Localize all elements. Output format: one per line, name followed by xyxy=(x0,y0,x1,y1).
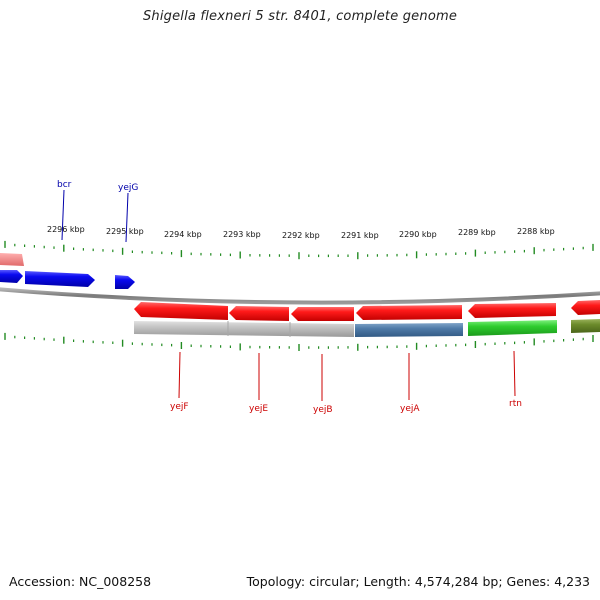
scale-label-2292: 2292 kbp xyxy=(282,231,320,240)
gene-arrow-yejE[interactable] xyxy=(229,306,289,321)
gene-label-yejF[interactable]: yejF xyxy=(170,402,189,412)
scale-label-2290: 2290 kbp xyxy=(399,230,437,239)
gene-label-bcr[interactable]: bcr xyxy=(57,180,72,190)
gene-label-rtn[interactable]: rtn xyxy=(509,399,522,409)
scale-label-2289: 2289 kbp xyxy=(458,228,496,237)
category-band-green xyxy=(468,320,557,336)
gene-arrow-blue-left[interactable] xyxy=(0,270,23,283)
scale-label-2296: 2296 kbp xyxy=(47,225,85,234)
leader-line-rtn xyxy=(513,350,516,397)
leader-line-bcr xyxy=(61,189,65,241)
scale-label-2291: 2291 kbp xyxy=(341,231,379,240)
gene-label-yejG[interactable]: yejG xyxy=(118,183,138,193)
category-band-olive xyxy=(571,319,600,333)
gene-arrow-yejF[interactable] xyxy=(134,302,228,320)
genome-summary: Topology: circular; Length: 4,574,284 bp… xyxy=(246,574,590,589)
gene-arrow-yejG[interactable] xyxy=(115,275,135,289)
genome-title: Shigella flexneri 5 str. 8401, complete … xyxy=(142,9,458,24)
scale-label-2288: 2288 kbp xyxy=(517,227,555,236)
scale-label-2294: 2294 kbp xyxy=(164,230,202,239)
gene-arrow-rtn[interactable] xyxy=(468,303,556,318)
scale-label-2293: 2293 kbp xyxy=(223,230,261,239)
gene-arrow-bcr[interactable] xyxy=(25,271,95,287)
category-band-gray xyxy=(134,321,354,337)
gene-label-yejB[interactable]: yejB xyxy=(313,405,333,415)
gene-arrow-pink-edge[interactable] xyxy=(0,253,24,266)
leader-line-yejF xyxy=(178,351,181,399)
category-band-steelblue xyxy=(355,323,463,337)
gene-label-yejA[interactable]: yejA xyxy=(400,404,420,414)
inner-tick-marks xyxy=(4,332,594,351)
leader-line-yejG xyxy=(125,192,129,243)
scale-label-2295: 2295 kbp xyxy=(106,227,144,236)
genome-backbone xyxy=(0,287,600,305)
gene-label-yejE[interactable]: yejE xyxy=(249,404,268,414)
accession-text: Accession: NC_008258 xyxy=(9,574,152,589)
gene-arrow-red-right[interactable] xyxy=(571,300,600,315)
gene-arrow-yejB[interactable] xyxy=(291,307,354,321)
gene-arrow-yejA[interactable] xyxy=(356,305,462,320)
outer-tick-marks xyxy=(4,240,594,260)
